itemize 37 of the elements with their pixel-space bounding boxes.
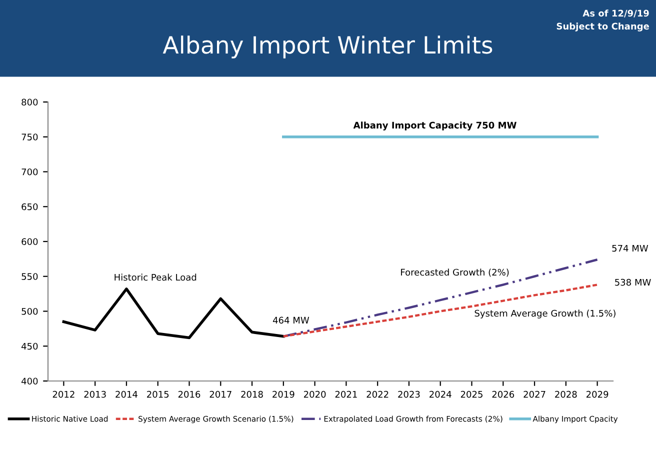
annotation: System Average Growth (1.5%) (474, 310, 616, 318)
x-tick-label: 2028 (555, 390, 577, 398)
annotation: Historic Peak Load (114, 274, 196, 281)
x-tick-label: 2013 (84, 390, 106, 398)
x-tick-label: 2018 (241, 390, 263, 398)
x-tick-label: 2020 (304, 390, 326, 398)
x-tick-label: 2014 (116, 390, 138, 398)
chart-title: Albany Import Winter Limits (162, 36, 492, 58)
y-tick-label: 750 (22, 134, 38, 140)
x-tick-label: 2021 (335, 390, 357, 398)
y-tick-label: 800 (22, 98, 38, 106)
annotation: Albany Import Capacity 750 MW (353, 122, 516, 130)
annotation: Forecasted Growth (2%) (401, 268, 509, 277)
y-tick-label: 550 (22, 273, 38, 280)
x-tick-label: 2019 (272, 390, 294, 398)
x-tick-label: 2026 (492, 390, 514, 398)
y-tick-label: 650 (22, 203, 38, 210)
x-tick-label: 2015 (147, 390, 169, 398)
x-tick-label: 2016 (178, 390, 200, 398)
x-tick-label: 2022 (366, 390, 388, 398)
x-tick-label: 2025 (460, 390, 482, 398)
y-tick-label: 600 (22, 238, 38, 246)
x-tick-label: 2029 (586, 390, 608, 398)
x-tick-label: 2012 (52, 390, 74, 398)
annotation: 574 MW (612, 244, 648, 252)
annotation: 464 MW (272, 316, 310, 324)
y-tick-label: 400 (21, 378, 38, 385)
x-tick-label: 2023 (398, 390, 420, 398)
y-tick-label: 450 (21, 342, 38, 350)
text: Subject to Change (556, 22, 650, 32)
x-tick-label: 2017 (210, 390, 232, 398)
text: As of 12/9/19 (582, 10, 649, 18)
text: 538 MW (615, 278, 651, 286)
x-tick-label: 2027 (524, 390, 546, 398)
y-tick-label: 700 (22, 168, 38, 176)
y-tick-label: 500 (22, 308, 38, 315)
x-tick-label: 2024 (430, 390, 452, 398)
